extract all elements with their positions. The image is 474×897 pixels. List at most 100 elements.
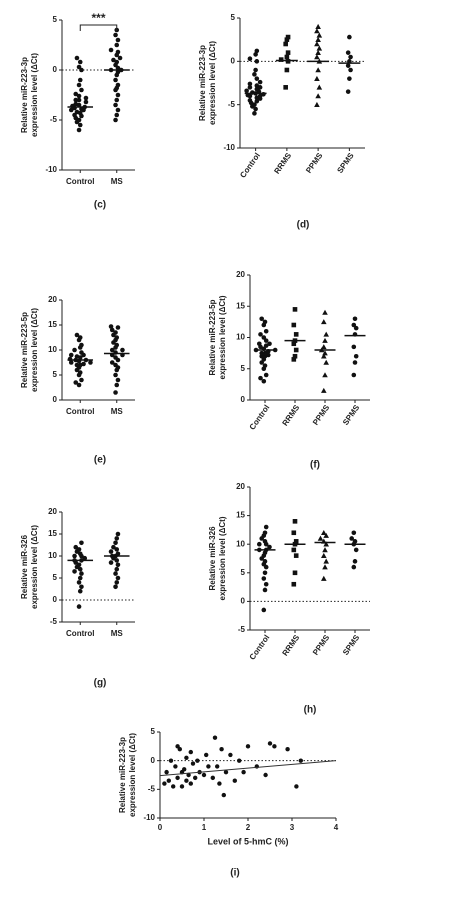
marker	[76, 97, 82, 103]
marker	[82, 555, 88, 561]
marker	[321, 552, 327, 558]
marker	[115, 325, 121, 330]
marker	[284, 37, 290, 42]
y-axis-label: Relative miR-223-5pexpression level (ΔCt…	[208, 295, 227, 379]
x-tick-label: RRMS	[272, 151, 293, 176]
point	[166, 778, 171, 783]
x-tick-label: SPMS	[335, 151, 356, 175]
y-tick-label: 5	[241, 364, 246, 373]
x-tick-label: MS	[111, 629, 124, 638]
y-axis-label-line: Relative miR-326	[208, 526, 217, 591]
y-tick-label: 15	[48, 529, 57, 538]
marker	[257, 341, 262, 347]
x-tick-label: Control	[66, 629, 94, 638]
marker	[293, 347, 299, 353]
marker	[257, 541, 262, 547]
x-tick-label: RRMS	[280, 403, 301, 428]
marker	[348, 54, 353, 60]
marker	[76, 580, 82, 585]
marker	[314, 101, 320, 107]
marker	[77, 588, 83, 594]
point	[221, 792, 226, 798]
marker	[81, 361, 86, 367]
marker	[314, 75, 320, 81]
marker	[291, 357, 297, 362]
point	[217, 781, 222, 786]
marker	[114, 382, 120, 388]
marker	[353, 547, 359, 553]
marker	[114, 112, 120, 118]
marker	[254, 83, 260, 88]
y-tick-label: 5	[151, 727, 156, 736]
point	[204, 752, 209, 758]
point	[228, 752, 233, 758]
significance-label: ***	[91, 11, 105, 25]
marker	[351, 344, 357, 350]
marker	[323, 541, 329, 547]
y-axis-label-line: Relative miR-223-3p	[198, 45, 207, 121]
marker	[79, 584, 84, 590]
marker	[74, 109, 80, 115]
marker	[291, 581, 297, 587]
marker	[77, 59, 83, 65]
marker	[77, 551, 83, 557]
marker	[114, 580, 120, 585]
marker	[252, 72, 257, 77]
marker	[257, 79, 263, 85]
y-tick-label: 0	[53, 595, 58, 604]
marker	[348, 67, 353, 73]
y-tick-label: -10	[223, 143, 235, 152]
marker	[347, 34, 352, 40]
point	[175, 775, 180, 781]
x-tick-label: Control	[248, 633, 272, 661]
marker	[83, 95, 89, 101]
x-tick-label: 1	[202, 823, 207, 832]
y-axis-label-line: expression level (ΔCt)	[30, 525, 39, 609]
marker	[109, 347, 115, 353]
x-tick-label: MS	[111, 407, 124, 416]
x-tick-label: 3	[290, 823, 295, 832]
y-tick-label: 15	[236, 301, 245, 310]
point	[195, 758, 200, 763]
x-tick-label: Control	[66, 177, 94, 186]
marker	[76, 127, 82, 133]
marker	[114, 566, 120, 572]
marker	[109, 327, 115, 333]
marker	[352, 559, 358, 564]
marker	[345, 50, 351, 55]
marker	[76, 82, 82, 88]
marker	[261, 335, 267, 340]
point	[173, 764, 178, 769]
marker	[114, 59, 120, 65]
point	[193, 775, 198, 781]
marker	[278, 57, 284, 62]
x-tick-label: PPMS	[311, 633, 332, 657]
marker	[76, 117, 82, 123]
marker	[83, 99, 89, 105]
marker	[113, 355, 118, 360]
marker	[113, 32, 118, 38]
marker	[113, 362, 118, 368]
y-axis-label-line: Relative miR-223-5p	[208, 299, 217, 375]
marker	[73, 91, 79, 97]
marker	[244, 88, 249, 94]
marker	[267, 544, 272, 550]
significance-bracket	[79, 24, 118, 31]
marker	[109, 360, 115, 365]
marker	[115, 377, 121, 383]
marker	[285, 50, 291, 55]
marker	[291, 530, 297, 536]
marker	[345, 89, 351, 94]
y-axis-label-line: Relative miR-326	[20, 534, 29, 599]
marker	[115, 575, 121, 581]
marker	[77, 335, 83, 340]
marker	[117, 55, 123, 61]
marker	[115, 82, 121, 88]
marker	[247, 81, 253, 87]
fit-line	[159, 760, 337, 777]
marker	[316, 45, 323, 51]
marker	[316, 84, 323, 90]
marker	[113, 584, 118, 590]
point	[179, 784, 185, 789]
marker	[115, 551, 121, 557]
